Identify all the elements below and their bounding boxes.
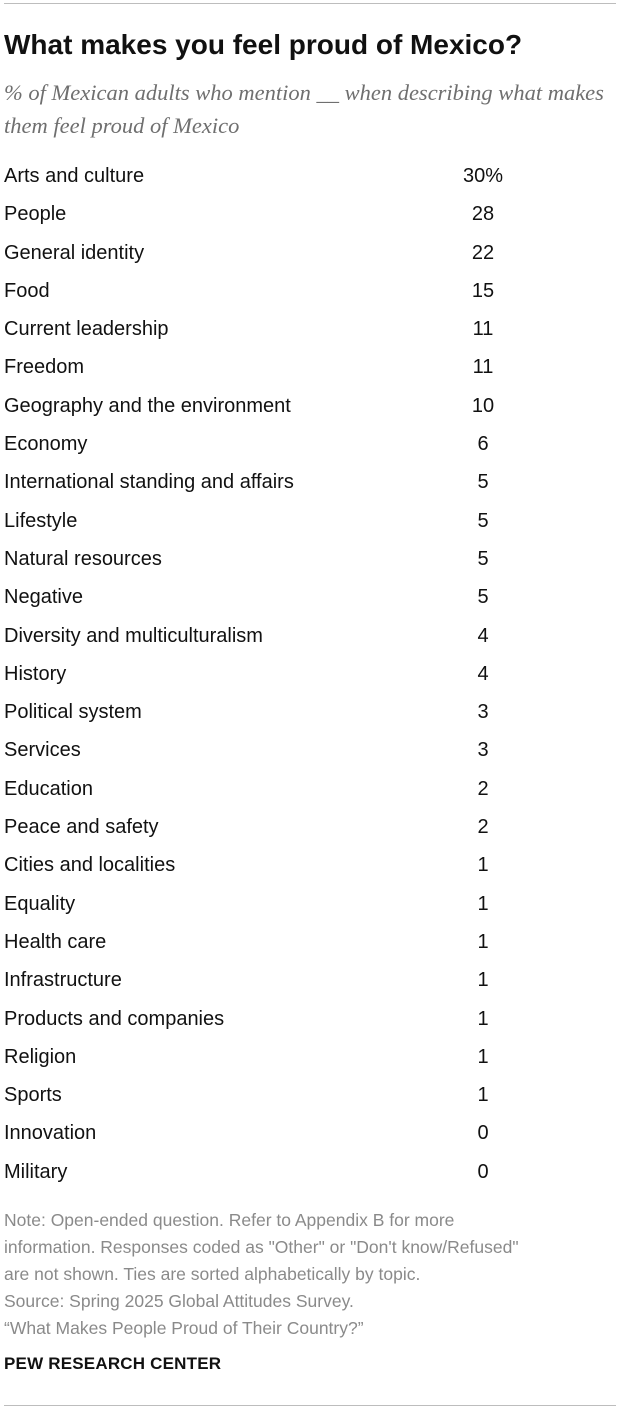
row-value: 5 bbox=[477, 509, 489, 532]
table-row: People 28 bbox=[0, 195, 620, 233]
row-label: Peace and safety bbox=[4, 816, 159, 839]
row-label: Food bbox=[4, 279, 50, 302]
note-line: are not shown. Ties are sorted alphabeti… bbox=[4, 1264, 421, 1284]
table-row: Economy 6 bbox=[0, 425, 620, 463]
row-value: 5 bbox=[477, 586, 489, 609]
row-value: 11 bbox=[472, 318, 494, 341]
row-value: 10 bbox=[471, 394, 495, 417]
row-label: Current leadership bbox=[4, 318, 169, 341]
row-label: Religion bbox=[4, 1045, 77, 1068]
row-value: 0 bbox=[477, 1160, 489, 1183]
row-label: Products and companies bbox=[4, 1007, 225, 1030]
row-label: Negative bbox=[4, 586, 83, 609]
row-label: History bbox=[4, 662, 67, 685]
table-row: Equality 1 bbox=[0, 885, 620, 923]
notes-block: Note: Open-ended question. Refer to Appe… bbox=[4, 1207, 616, 1342]
row-value: 1 bbox=[477, 1007, 489, 1030]
brand-logo-text: PEW RESEARCH CENTER bbox=[4, 1354, 222, 1373]
row-value: 1 bbox=[477, 969, 489, 992]
row-label: Political system bbox=[4, 701, 142, 724]
row-label: Cities and localities bbox=[4, 854, 176, 877]
row-label: Military bbox=[4, 1160, 68, 1183]
row-label: Freedom bbox=[4, 356, 85, 379]
row-value: 15 bbox=[471, 279, 495, 302]
row-label: People bbox=[4, 203, 67, 226]
row-value: 2 bbox=[477, 816, 489, 839]
table-row: Health care 1 bbox=[0, 923, 620, 961]
chart-subtitle: % of Mexican adults who mention __ when … bbox=[4, 80, 604, 138]
table-row: Religion 1 bbox=[0, 1038, 620, 1076]
bottom-divider bbox=[4, 1405, 616, 1406]
table-row: Peace and safety 2 bbox=[0, 808, 620, 846]
row-value: 28 bbox=[471, 203, 495, 226]
row-value: 6 bbox=[477, 433, 489, 456]
row-label: International standing and affairs bbox=[4, 471, 294, 494]
row-value: 1 bbox=[477, 854, 489, 877]
table-row: Geography and the environment 10 bbox=[0, 387, 620, 425]
row-value: 30% bbox=[462, 165, 504, 187]
row-value: 5 bbox=[477, 547, 489, 570]
row-label: Equality bbox=[4, 892, 76, 915]
row-value: 4 bbox=[477, 662, 489, 685]
table-row: Cities and localities 1 bbox=[0, 846, 620, 884]
row-label: Services bbox=[4, 739, 81, 762]
data-table: Arts and culture 30% People 28 General ident… bbox=[0, 157, 620, 1191]
report-title-line: “What Makes People Proud of Their Countr… bbox=[4, 1318, 364, 1338]
table-row: Arts and culture 30% bbox=[0, 157, 620, 195]
table-row: Current leadership 11 bbox=[0, 310, 620, 348]
table-row: History 4 bbox=[0, 655, 620, 693]
table-row: Food 15 bbox=[0, 272, 620, 310]
row-value: 0 bbox=[477, 1122, 489, 1145]
chart-title: What makes you feel proud of Mexico? bbox=[4, 29, 523, 60]
table-row: Innovation 0 bbox=[0, 1114, 620, 1152]
table-row: Services 3 bbox=[0, 731, 620, 769]
top-divider bbox=[4, 3, 616, 4]
table-row: Infrastructure 1 bbox=[0, 961, 620, 999]
row-value: 3 bbox=[477, 739, 489, 762]
table-row: Sports 1 bbox=[0, 1076, 620, 1114]
row-value: 1 bbox=[477, 930, 489, 953]
table-row: Education 2 bbox=[0, 770, 620, 808]
row-label: Diversity and multiculturalism bbox=[4, 624, 263, 647]
row-value: 1 bbox=[477, 892, 489, 915]
row-value: 1 bbox=[477, 1045, 489, 1068]
row-value: 1 bbox=[477, 1084, 489, 1107]
table-row: Freedom 11 bbox=[0, 348, 620, 386]
row-label: Education bbox=[4, 777, 93, 800]
row-label: General identity bbox=[4, 241, 145, 264]
row-value: 4 bbox=[477, 624, 489, 647]
table-row: Military 0 bbox=[0, 1153, 620, 1191]
table-row: Lifestyle 5 bbox=[0, 502, 620, 540]
table-row: General identity 22 bbox=[0, 234, 620, 272]
row-label: Natural resources bbox=[4, 547, 162, 570]
table-row: Political system 3 bbox=[0, 693, 620, 731]
row-label: Geography and the environment bbox=[4, 394, 291, 417]
source-line: Source: Spring 2025 Global Attitudes Sur… bbox=[4, 1291, 354, 1311]
row-label: Lifestyle bbox=[4, 509, 78, 532]
row-value: 11 bbox=[472, 356, 494, 379]
row-value: 3 bbox=[477, 701, 489, 724]
row-label: Health care bbox=[4, 930, 107, 953]
row-value: 5 bbox=[477, 471, 489, 494]
note-line: Note: Open-ended question. Refer to Appe… bbox=[4, 1210, 455, 1230]
row-label: Arts and culture bbox=[4, 165, 145, 187]
table-row: Diversity and multiculturalism 4 bbox=[0, 617, 620, 655]
row-label: Infrastructure bbox=[4, 969, 122, 992]
table-row: Natural resources 5 bbox=[0, 540, 620, 578]
row-label: Innovation bbox=[4, 1122, 97, 1145]
table-row: Negative 5 bbox=[0, 578, 620, 616]
row-value: 22 bbox=[471, 241, 495, 264]
row-label: Economy bbox=[4, 433, 88, 456]
table-row: International standing and affairs 5 bbox=[0, 463, 620, 501]
note-line: information. Responses coded as "Other" … bbox=[4, 1237, 519, 1257]
row-value: 2 bbox=[477, 777, 489, 800]
row-label: Sports bbox=[4, 1084, 62, 1107]
table-row: Products and companies 1 bbox=[0, 1000, 620, 1038]
